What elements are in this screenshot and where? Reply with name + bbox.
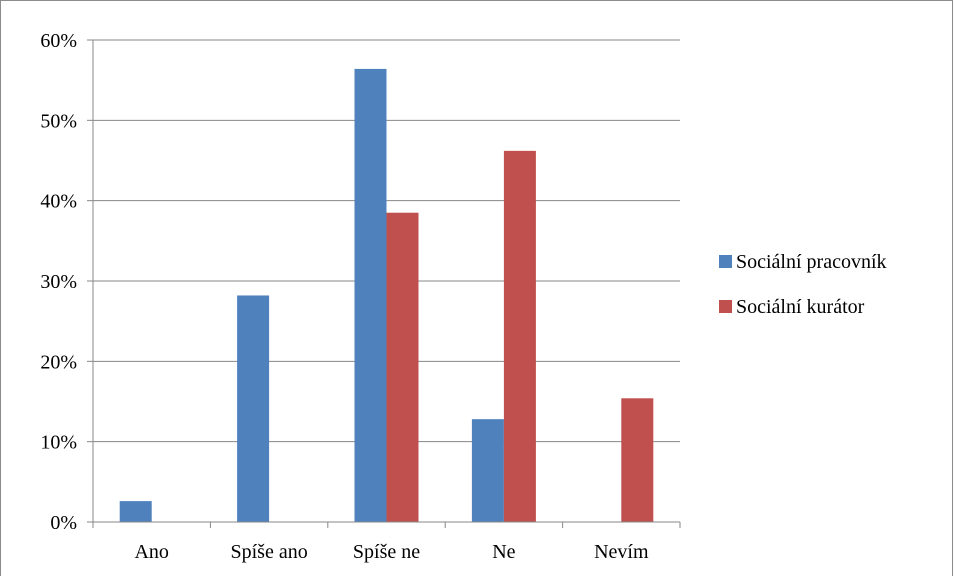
y-axis-ticks: 0% 10% 20% 30% 40% 50% 60% (40, 30, 93, 534)
bar (503, 150, 536, 523)
legend-swatch (719, 255, 732, 268)
axes (92, 40, 680, 523)
y-tick-label: 0% (50, 512, 77, 534)
legend: Sociální pracovník Sociální kurátor (719, 251, 887, 318)
legend-label: Sociální pracovník (736, 251, 887, 273)
y-tick-label: 30% (40, 271, 77, 293)
x-category-label: Spíše ano (230, 541, 307, 563)
bar (621, 398, 654, 522)
x-category-label: Nevím (594, 541, 649, 563)
legend-swatch (719, 300, 732, 313)
y-tick-label: 10% (40, 432, 77, 454)
legend-label: Sociální kurátor (736, 296, 865, 318)
x-category-label: Ano (134, 541, 168, 563)
bars (119, 68, 654, 523)
bar (386, 212, 419, 522)
x-category-label: Ne (492, 541, 515, 563)
x-axis-categories: Ano Spíše ano Spíše ne Ne Nevím (92, 522, 681, 563)
bar (354, 68, 387, 523)
bar (237, 295, 270, 522)
y-tick-label: 20% (40, 351, 77, 373)
y-tick-label: 40% (40, 191, 77, 213)
bar (119, 501, 152, 522)
y-tick-label: 60% (40, 30, 77, 52)
x-category-label: Spíše ne (353, 541, 420, 563)
y-tick-label: 50% (40, 110, 77, 132)
bar (471, 419, 504, 522)
